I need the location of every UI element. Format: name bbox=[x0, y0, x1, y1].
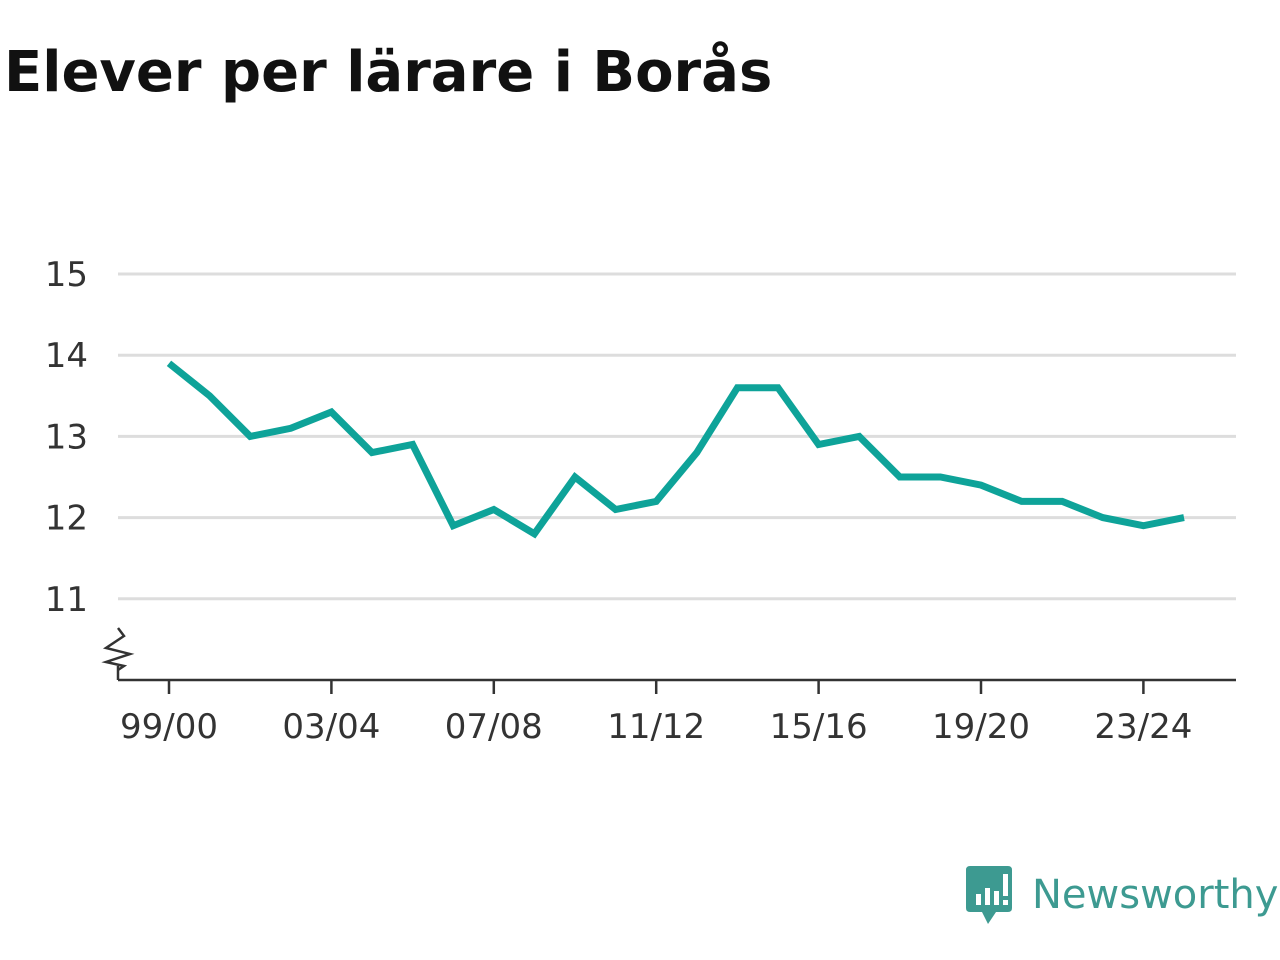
y-tick-label: 14 bbox=[45, 336, 88, 376]
series-layer bbox=[166, 360, 1185, 539]
axes bbox=[101, 627, 1236, 682]
y-tick-label: 11 bbox=[45, 580, 88, 620]
brand-name: Newsworthy bbox=[1032, 872, 1279, 918]
y-tick-label: 13 bbox=[45, 417, 88, 457]
x-tick-label: 23/24 bbox=[1094, 707, 1192, 747]
newsworthy-logo-icon bbox=[966, 866, 1012, 924]
chart-title: Elever per lärare i Borås bbox=[4, 40, 773, 105]
x-tick-label: 19/20 bbox=[932, 707, 1030, 747]
series-line-0 bbox=[166, 360, 1185, 539]
x-tick-label: 07/08 bbox=[445, 707, 543, 747]
x-tick-label: 11/12 bbox=[607, 707, 705, 747]
y-tick-label: 12 bbox=[45, 499, 88, 539]
x-axis-ticks: 99/00 03/04 07/08 11/12 15/16 19/20 23/24 bbox=[120, 680, 1192, 747]
x-tick-label: 99/00 bbox=[120, 707, 218, 747]
grid-lines bbox=[118, 272, 1236, 601]
y-axis-ticks: 11 12 13 14 15 bbox=[45, 255, 88, 620]
y-tick-label: 15 bbox=[45, 255, 88, 295]
x-tick-label: 03/04 bbox=[282, 707, 380, 747]
x-tick-label: 15/16 bbox=[770, 707, 868, 747]
y-axis-break-icon bbox=[101, 627, 135, 672]
brand: Newsworthy bbox=[964, 864, 1278, 926]
